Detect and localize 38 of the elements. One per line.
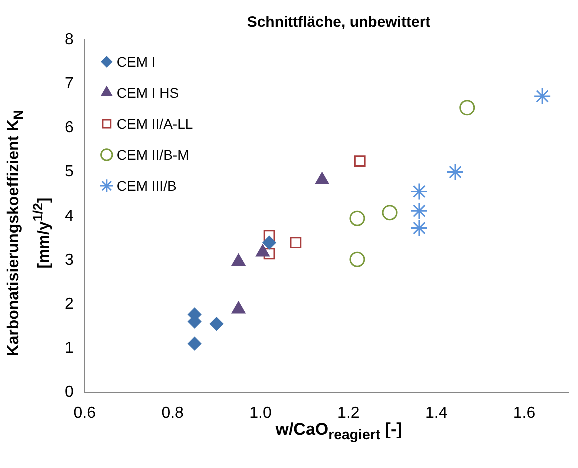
x-tick-label: 1.0 <box>250 404 272 422</box>
x-tick-label: 0.8 <box>162 404 184 422</box>
point <box>354 156 366 167</box>
point <box>410 202 428 220</box>
point <box>262 236 276 250</box>
point <box>534 88 552 106</box>
legend-label: CEM I HS <box>116 84 180 101</box>
point <box>188 337 202 351</box>
point <box>410 220 428 238</box>
legend-label: CEM I <box>116 54 156 70</box>
point <box>210 317 224 331</box>
y-tick-label: 0 <box>64 384 74 402</box>
legend-label: CEM III/B <box>116 178 177 194</box>
y-tick-label: 5 <box>64 164 74 181</box>
point <box>382 205 398 221</box>
x-tick-label: 0.6 <box>74 404 96 422</box>
x-tick-label: 1.4 <box>425 404 448 422</box>
point <box>350 252 366 268</box>
y-tick-label: 3 <box>64 252 74 269</box>
x-axis-title: w/CaO$_{reagiert}$ [-] <box>274 420 404 444</box>
y-tick-label: 8 <box>64 31 74 48</box>
legend-label: CEM II/B-M <box>116 146 190 163</box>
y-tick-label: 7 <box>64 76 74 93</box>
x-tick-label: 1.2 <box>338 404 360 422</box>
point <box>290 237 302 249</box>
y-tick-label: 2 <box>64 296 74 314</box>
chart-title: Schnittfläche, unbewittert <box>246 14 432 31</box>
y-tick-label: 1 <box>64 340 74 358</box>
point <box>264 248 276 260</box>
y-tick-label: 6 <box>64 120 74 137</box>
y-tick-label: 4 <box>64 208 74 225</box>
x-tick-label: 1.6 <box>513 404 536 422</box>
point <box>446 164 464 182</box>
point <box>410 182 428 200</box>
point <box>350 210 366 226</box>
legend-label: CEM II/A-LL <box>116 116 194 132</box>
point <box>460 100 476 116</box>
point <box>264 230 276 242</box>
